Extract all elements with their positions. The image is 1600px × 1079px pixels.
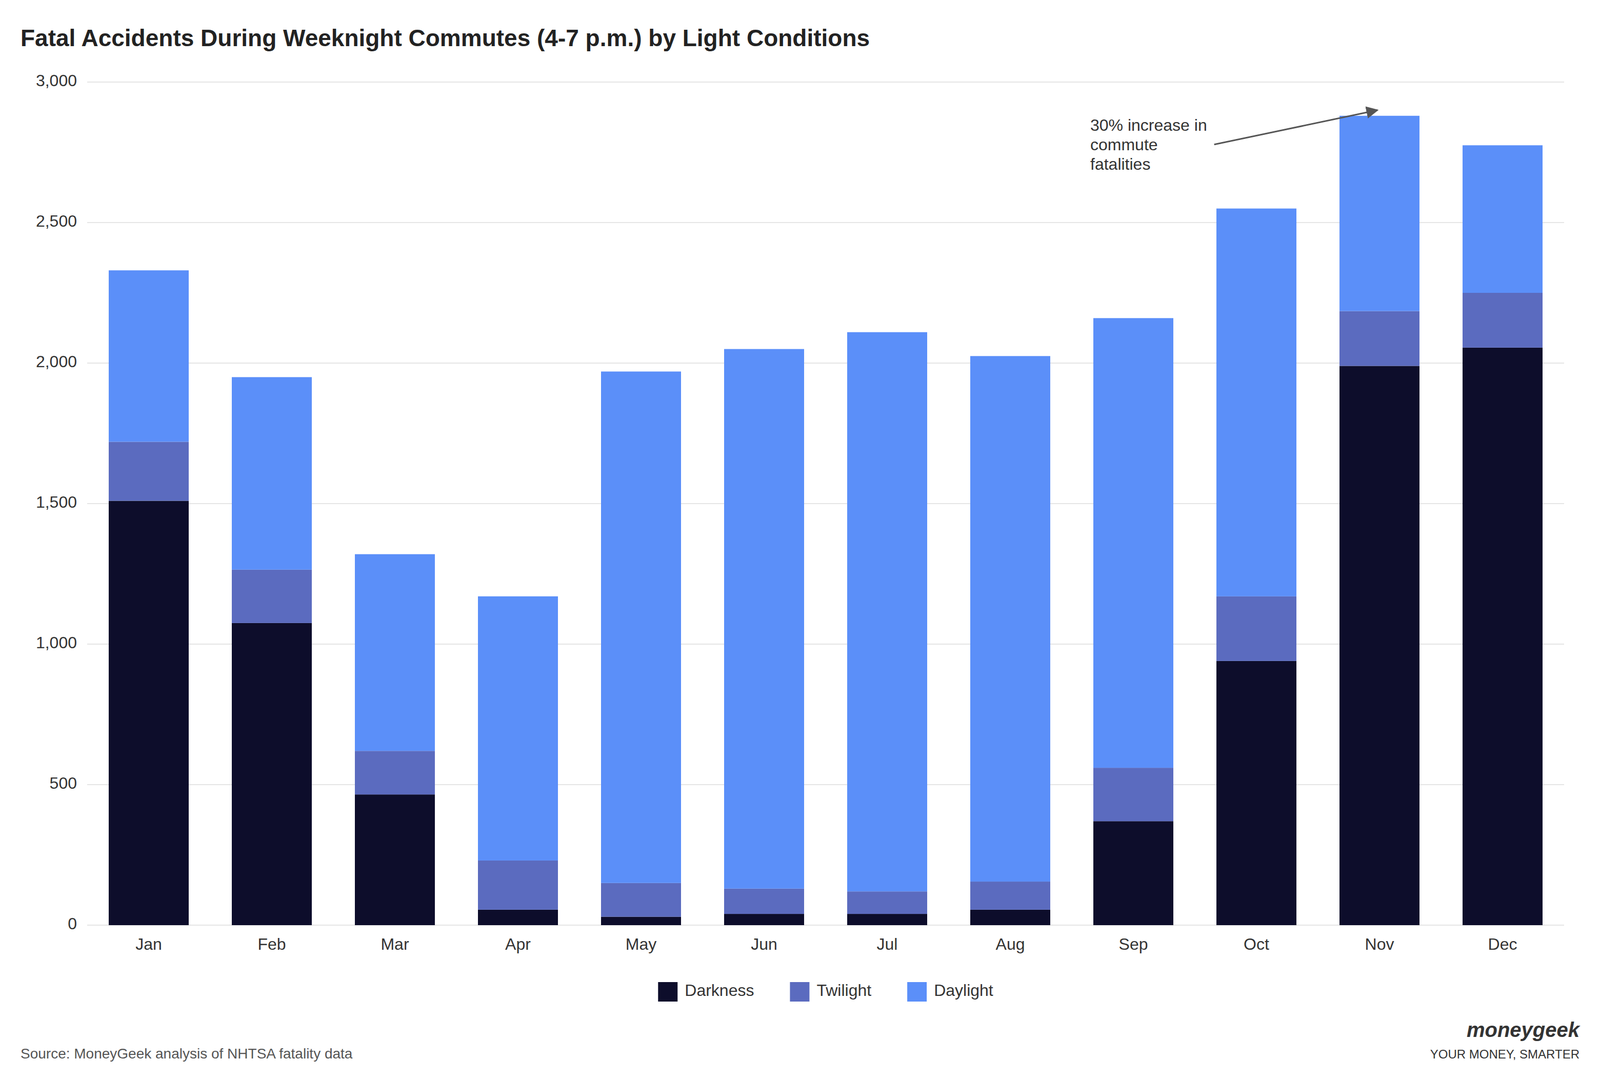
legend-swatch bbox=[657, 982, 678, 1002]
bar-segment bbox=[1339, 311, 1420, 367]
y-axis: 0 500 1,000 1,500 2,000 2,500 3,000 bbox=[35, 71, 1565, 933]
grid-line bbox=[87, 81, 1565, 83]
annotation-line: fatalities bbox=[1090, 154, 1151, 174]
annotation-line: 30% increase in bbox=[1090, 115, 1208, 135]
bar-segment bbox=[601, 371, 682, 883]
bar-segment bbox=[1339, 115, 1420, 312]
bar-segment bbox=[601, 883, 682, 917]
x-tick-label: Feb bbox=[257, 934, 286, 954]
bar-segment bbox=[1462, 347, 1543, 926]
bar-segment bbox=[354, 750, 435, 795]
bar-segment bbox=[601, 916, 682, 926]
bar-segment bbox=[477, 596, 558, 861]
bar-segment bbox=[1462, 292, 1543, 348]
bar-segment bbox=[231, 376, 312, 570]
bar-segment bbox=[1216, 661, 1297, 926]
bar-segment bbox=[108, 441, 189, 501]
bar-segment bbox=[970, 355, 1051, 882]
bar-segment bbox=[1216, 596, 1297, 662]
x-tick-label: Aug bbox=[995, 934, 1026, 954]
x-tick-label: Jun bbox=[750, 934, 778, 954]
y-tick-label: 500 bbox=[49, 773, 77, 793]
bar-segment bbox=[354, 554, 435, 752]
bar-segment bbox=[1339, 365, 1420, 926]
y-tick-label: 1,500 bbox=[35, 492, 77, 512]
annotation-line: commute bbox=[1090, 135, 1158, 154]
bar-segment bbox=[108, 501, 189, 926]
source: Source: MoneyGeek analysis of NHTSA fata… bbox=[20, 1045, 353, 1062]
x-axis: Jan Feb Mar Apr May Jun Jul Aug Sep Oct Nov Dec bbox=[135, 934, 1517, 954]
bar-segment bbox=[847, 913, 928, 926]
x-tick-label: Jan bbox=[135, 934, 163, 954]
legend: Darkness Twilight Daylight bbox=[657, 981, 994, 1002]
legend-item: Daylight bbox=[907, 981, 994, 1002]
bar-segment bbox=[231, 623, 312, 926]
bar-segment bbox=[724, 888, 805, 914]
x-tick-label: May bbox=[625, 934, 657, 954]
annotation-arrow bbox=[1214, 110, 1378, 145]
legend-swatch bbox=[789, 982, 810, 1002]
bar-segment bbox=[1093, 767, 1174, 822]
x-tick-label: Dec bbox=[1488, 934, 1518, 954]
series bbox=[108, 292, 1543, 917]
legend-swatch bbox=[907, 982, 927, 1002]
bar-segment bbox=[970, 909, 1051, 926]
x-tick-label: Jul bbox=[876, 934, 898, 954]
bar-segment bbox=[724, 913, 805, 926]
bar-segment bbox=[477, 860, 558, 910]
bar-segment bbox=[1462, 145, 1543, 293]
bar-segment bbox=[1093, 821, 1174, 926]
y-tick-label: 2,500 bbox=[35, 211, 77, 231]
legend-item: Darkness bbox=[657, 981, 754, 1002]
x-tick-label: Nov bbox=[1365, 934, 1395, 954]
x-tick-label: Apr bbox=[505, 934, 531, 954]
chart: Fatal Accidents During Weeknight Commute… bbox=[0, 0, 1600, 1079]
legend-label: Twilight bbox=[816, 981, 872, 1000]
bar-segment bbox=[970, 881, 1051, 910]
y-tick-label: 2,000 bbox=[35, 352, 77, 371]
bar-segment bbox=[231, 569, 312, 624]
bar-segment bbox=[847, 891, 928, 914]
bar-segment bbox=[354, 794, 435, 926]
legend-item: Twilight bbox=[789, 981, 872, 1002]
logo: moneygeek bbox=[1466, 1018, 1581, 1042]
y-tick-label: 0 bbox=[67, 914, 77, 933]
annotation-text: 30% increase incommutefatalities bbox=[1090, 115, 1208, 174]
bars bbox=[108, 115, 1543, 926]
title: Fatal Accidents During Weeknight Commute… bbox=[20, 24, 870, 52]
logo-tagline: YOUR MONEY, SMARTER bbox=[1430, 1047, 1580, 1062]
legend-label: Darkness bbox=[684, 981, 754, 1000]
y-tick-label: 3,000 bbox=[35, 71, 77, 90]
x-tick-label: Oct bbox=[1243, 934, 1270, 954]
bar-segment bbox=[847, 332, 928, 892]
series bbox=[108, 347, 1543, 926]
bar-segment bbox=[1216, 208, 1297, 597]
bar-segment bbox=[724, 349, 805, 889]
x-tick-label: Mar bbox=[380, 934, 409, 954]
x-tick-label: Sep bbox=[1118, 934, 1149, 954]
legend-label: Daylight bbox=[933, 981, 994, 1000]
bar-segment bbox=[477, 909, 558, 926]
series bbox=[108, 115, 1543, 892]
bar-segment bbox=[108, 270, 189, 442]
bar-segment bbox=[1093, 317, 1174, 768]
annotation: 30% increase incommutefatalities bbox=[1090, 110, 1378, 174]
y-tick-label: 1,000 bbox=[35, 633, 77, 652]
